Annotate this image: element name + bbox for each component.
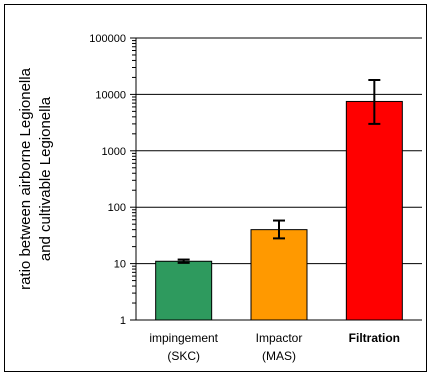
x-category-sublabel: (MAS) [262,349,296,363]
axes [135,38,422,321]
y-tick-label: 10 [114,259,126,271]
error-bars [177,79,381,264]
y-tick-label: 10000 [95,89,126,101]
x-tick-labels: impingement (SKC) Impactor (MAS) Filtration [149,331,400,363]
bars [155,100,403,321]
y-ticks [130,37,136,321]
bar [345,100,403,321]
x-category-label: Impactor [256,331,303,345]
y-tick-labels: 1 10 100 1000 10000 100000 [89,33,126,327]
y-tick-label: 100000 [89,33,126,45]
y-tick-label: 1 [120,315,126,327]
y-tick-label: 100 [108,202,126,214]
y-tick-label: 1000 [102,146,126,158]
y-axis-title-line1: ratio between airborne Legionella [17,67,34,289]
x-category-sublabel: (SKC) [167,349,200,363]
y-axis-title-line2: and cultivable Legionella [37,96,54,261]
x-category-label: Filtration [349,331,400,345]
x-category-label: impingement [149,331,218,345]
bar [250,229,308,321]
bar [155,260,213,321]
